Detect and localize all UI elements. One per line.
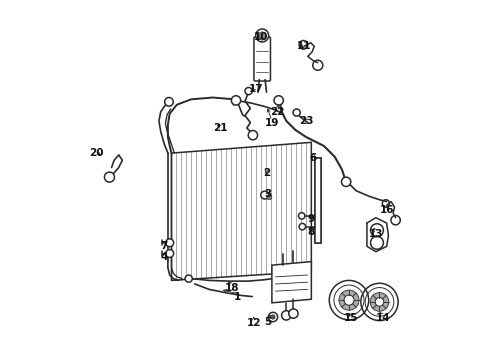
Text: 16: 16 xyxy=(379,206,394,216)
Circle shape xyxy=(342,177,351,186)
FancyBboxPatch shape xyxy=(254,37,270,81)
Circle shape xyxy=(289,309,298,318)
Circle shape xyxy=(231,96,241,105)
Circle shape xyxy=(298,213,305,219)
Circle shape xyxy=(259,32,266,39)
Text: 4: 4 xyxy=(161,252,168,262)
Circle shape xyxy=(282,311,291,320)
Text: 22: 22 xyxy=(270,107,285,117)
Text: 13: 13 xyxy=(368,229,383,239)
Circle shape xyxy=(299,224,306,230)
Circle shape xyxy=(293,109,300,116)
Text: 17: 17 xyxy=(248,84,263,94)
Circle shape xyxy=(245,87,252,95)
Text: 1: 1 xyxy=(234,292,242,302)
Text: 3: 3 xyxy=(265,189,272,199)
Circle shape xyxy=(165,98,173,106)
Text: 10: 10 xyxy=(254,32,269,41)
Circle shape xyxy=(185,275,192,282)
Bar xyxy=(315,158,321,243)
Circle shape xyxy=(370,293,389,311)
Polygon shape xyxy=(172,142,311,280)
Text: 20: 20 xyxy=(89,148,103,158)
Text: 8: 8 xyxy=(308,227,315,237)
Circle shape xyxy=(271,315,275,319)
Circle shape xyxy=(278,273,287,281)
Circle shape xyxy=(269,312,278,321)
Circle shape xyxy=(166,239,173,247)
Text: 2: 2 xyxy=(263,168,270,178)
Circle shape xyxy=(104,172,115,182)
Text: 14: 14 xyxy=(376,313,391,323)
Text: 6: 6 xyxy=(310,153,317,163)
Text: 11: 11 xyxy=(297,41,312,50)
Circle shape xyxy=(274,96,283,105)
Text: 9: 9 xyxy=(308,215,315,224)
Circle shape xyxy=(248,131,258,140)
Text: 15: 15 xyxy=(343,313,358,323)
Text: 19: 19 xyxy=(265,118,279,128)
Circle shape xyxy=(267,195,272,200)
Bar xyxy=(315,158,321,243)
Text: 12: 12 xyxy=(247,319,261,328)
Text: 5: 5 xyxy=(265,317,272,327)
Circle shape xyxy=(344,295,354,305)
Text: 18: 18 xyxy=(225,283,240,293)
Circle shape xyxy=(256,29,269,42)
Text: 21: 21 xyxy=(213,123,227,133)
Circle shape xyxy=(339,290,359,310)
Circle shape xyxy=(166,249,173,257)
Circle shape xyxy=(261,191,269,199)
Text: 7: 7 xyxy=(161,241,168,251)
Polygon shape xyxy=(272,262,311,303)
Text: 23: 23 xyxy=(299,116,313,126)
Circle shape xyxy=(375,298,384,306)
